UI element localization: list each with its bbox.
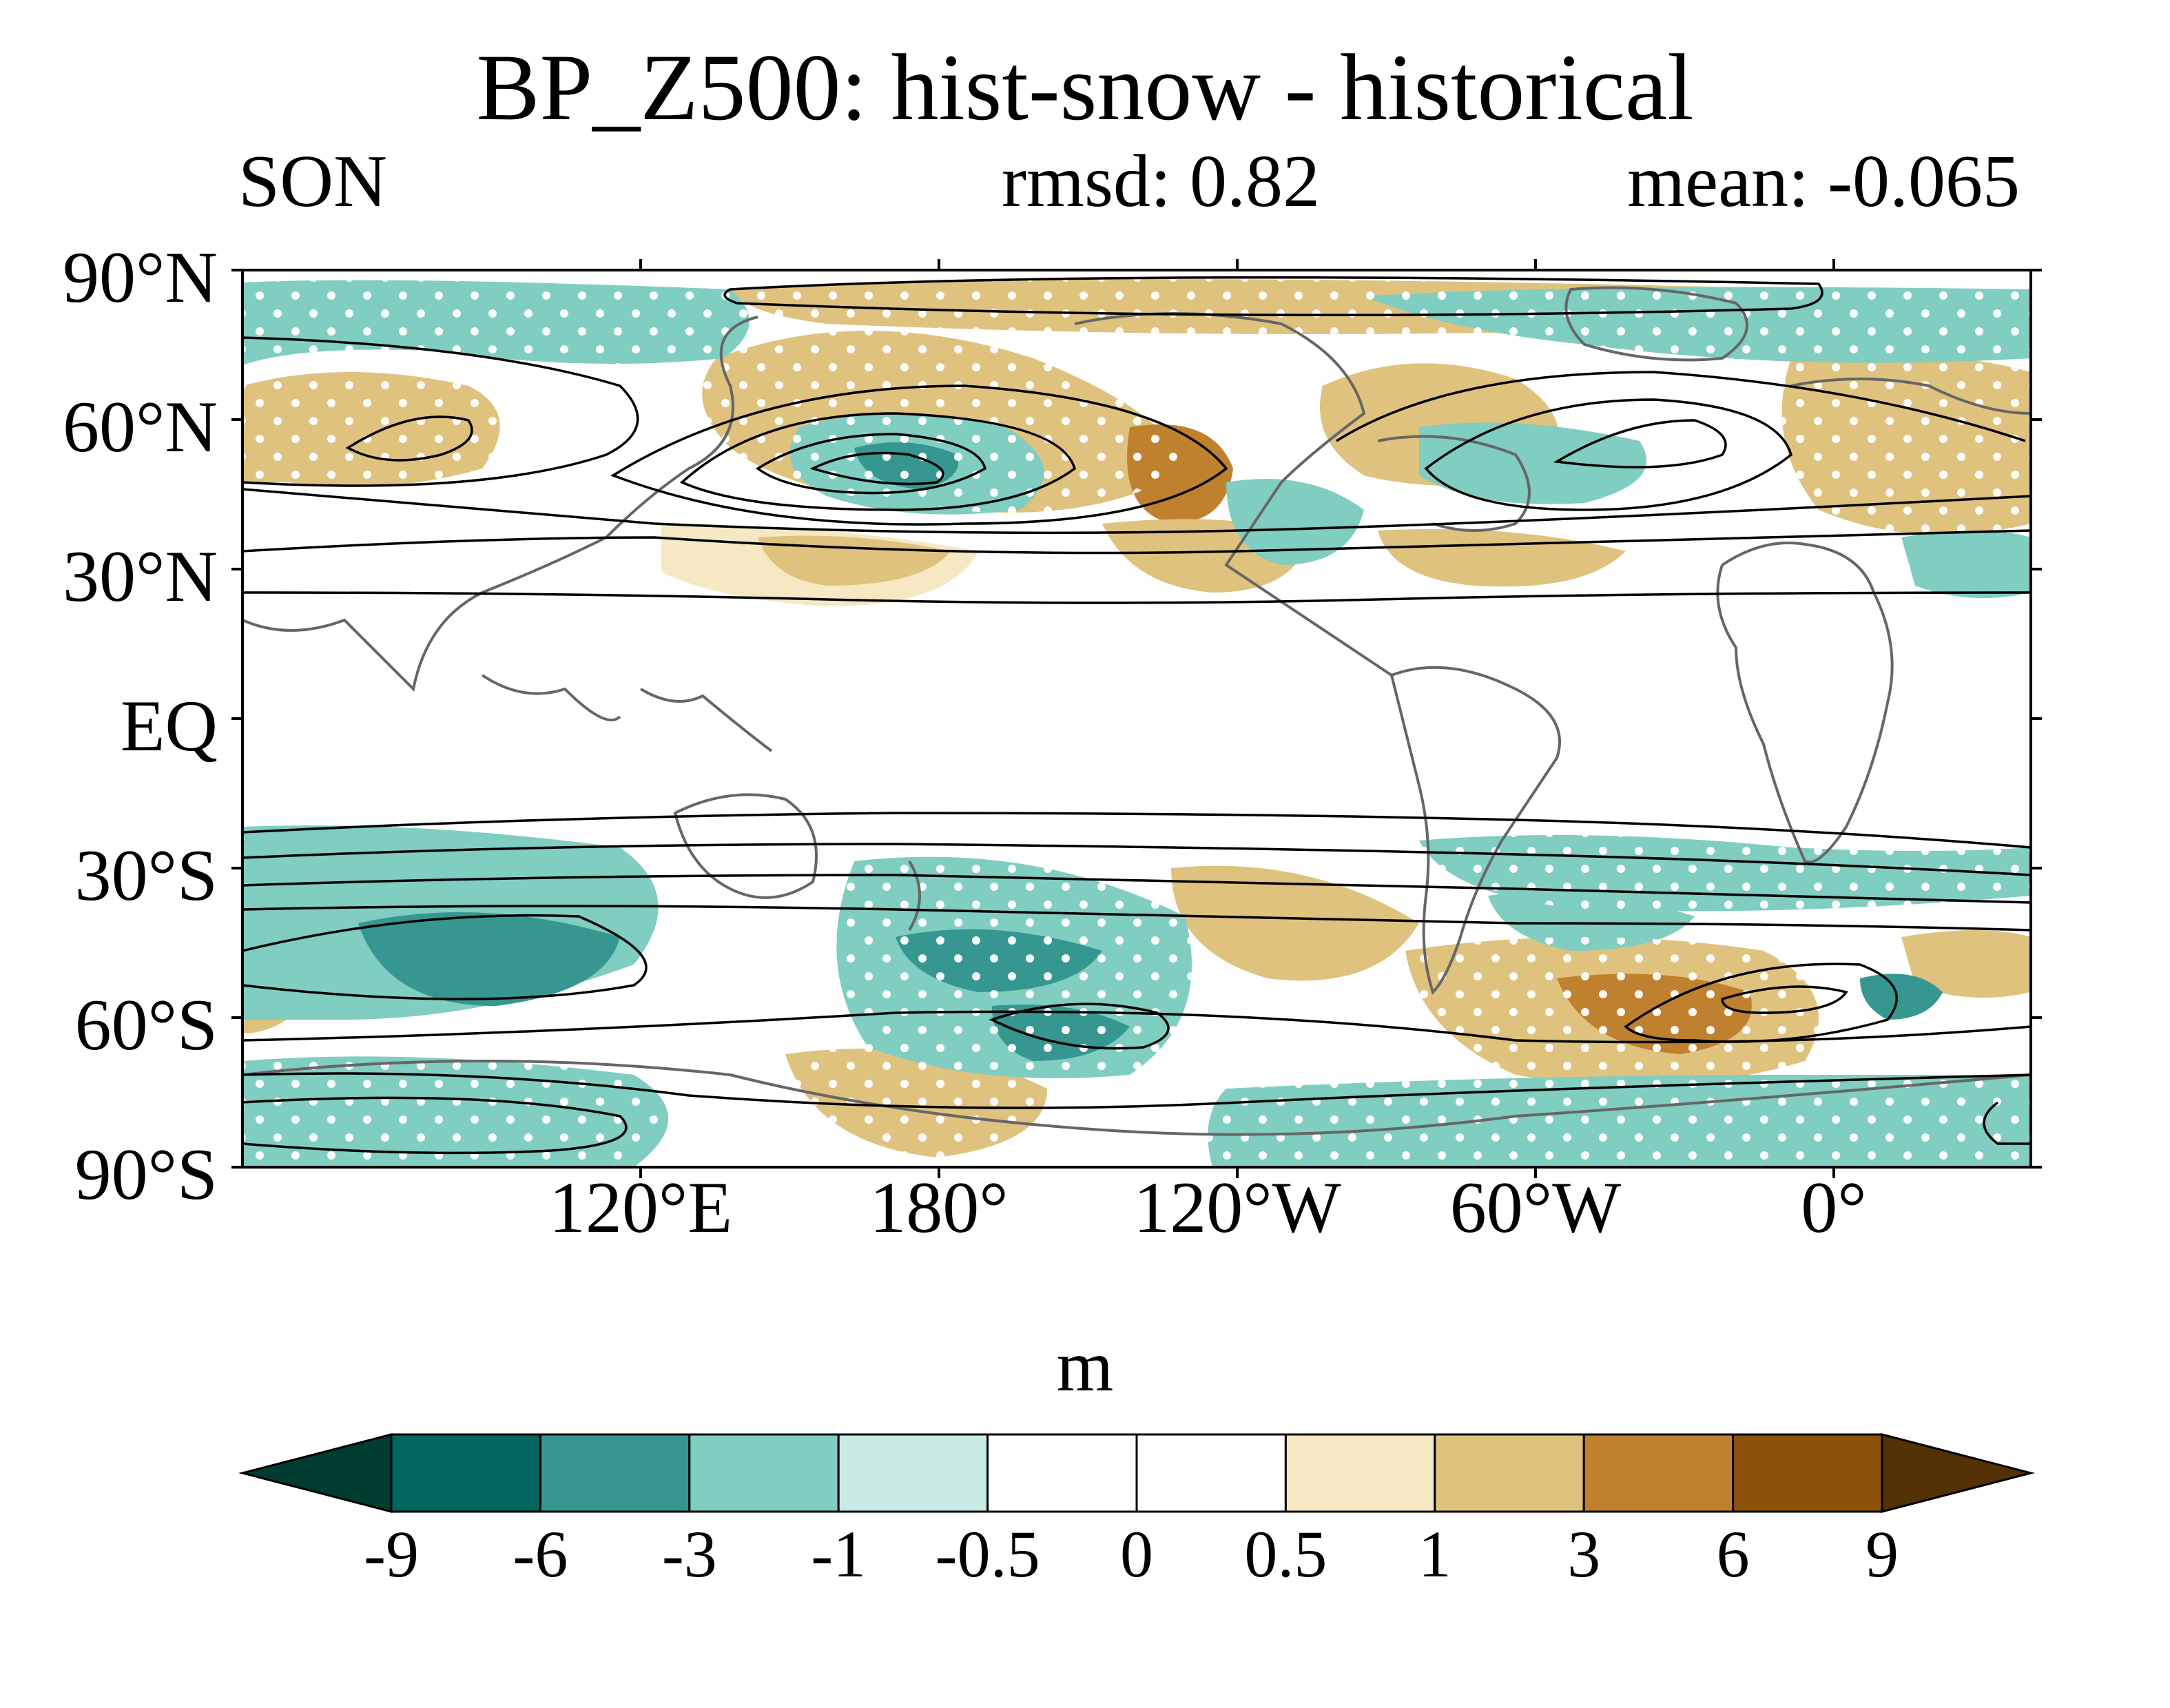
colorbar-tick-label: -3	[661, 1517, 717, 1591]
colorbar-tick-label: 9	[1866, 1517, 1899, 1591]
colorbar-segment	[1135, 1433, 1287, 1513]
colorbar-tick-label: 6	[1716, 1517, 1750, 1591]
mean-label: mean: -0.065	[1627, 141, 2020, 223]
lon-label-0: 0°	[1801, 1167, 1867, 1248]
lat-label-eq: EQ	[120, 686, 218, 766]
significance-stippling	[242, 279, 2031, 1167]
map-title: BP_Z500: hist-snow - historical	[476, 34, 1694, 140]
lat-label-90n: 90°N	[63, 237, 218, 318]
colorbar-tick-label: -9	[364, 1517, 419, 1591]
colorbar	[238, 1433, 2035, 1513]
colorbar-segment	[1732, 1433, 1883, 1513]
climatology-contours	[242, 276, 2031, 1155]
colorbar-tick-label: -0.5	[935, 1517, 1040, 1591]
axis-ticks	[231, 259, 2042, 1178]
lat-label-60n: 60°N	[63, 387, 218, 467]
lat-label-60s: 60°S	[74, 985, 218, 1065]
colorbar-segment	[1434, 1433, 1585, 1513]
coastlines	[242, 286, 2031, 1136]
colorbar-segment	[1284, 1433, 1436, 1513]
lat-label-30s: 30°S	[74, 835, 218, 916]
colorbar-segment	[1582, 1433, 1735, 1513]
colorbar-tick-label: -6	[513, 1517, 568, 1591]
lon-label-120e: 120°E	[548, 1167, 733, 1248]
colorbar-segment	[688, 1433, 840, 1513]
colorbar-extend-low	[238, 1433, 393, 1513]
lon-label-120w: 120°W	[1133, 1167, 1341, 1248]
lat-label-30n: 30°N	[63, 536, 218, 617]
colorbar-tick-label: 3	[1567, 1517, 1601, 1591]
colorbar-tick-label: 0.5	[1244, 1517, 1327, 1591]
colorbar-tick-label: 0	[1120, 1517, 1153, 1591]
colorbar-units: m	[1056, 1326, 1114, 1406]
lon-label-60w: 60°W	[1449, 1167, 1622, 1248]
colorbar-segment	[986, 1433, 1138, 1513]
lat-label-90s: 90°S	[74, 1134, 218, 1215]
rmsd-label: rmsd: 0.82	[1001, 141, 1320, 223]
lon-label-180: 180°	[869, 1167, 1009, 1248]
season-label: SON	[238, 141, 388, 223]
colorbar-tick-label: -1	[811, 1517, 867, 1591]
map-area	[242, 270, 2031, 1167]
colorbar-segment	[539, 1433, 691, 1513]
colorbar-tick-label: 1	[1418, 1517, 1451, 1591]
colorbar-extend-high	[1881, 1433, 2035, 1513]
colorbar-segment	[390, 1433, 541, 1513]
colorbar-segment	[837, 1433, 989, 1513]
